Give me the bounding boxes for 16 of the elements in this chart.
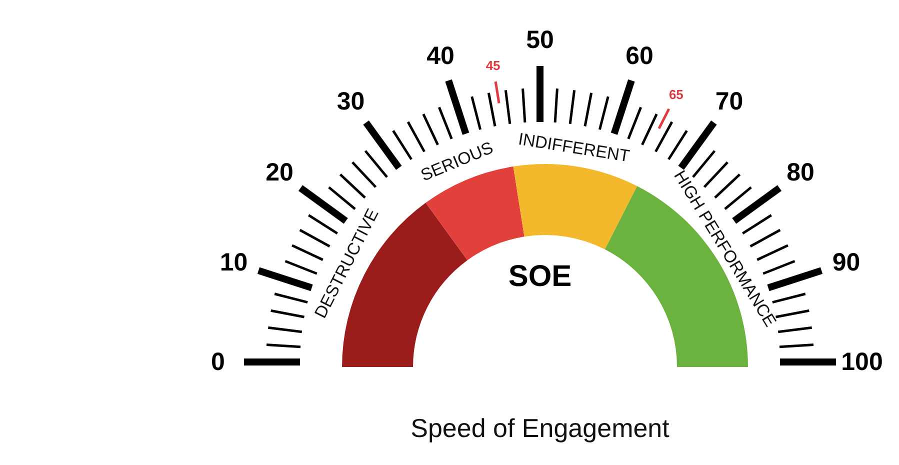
text: 60 [626, 42, 654, 70]
text: 45 [486, 58, 500, 74]
text: 30 [336, 87, 365, 116]
text: 65 [668, 87, 684, 102]
text: 90 [832, 248, 860, 276]
text: 10 [220, 248, 248, 276]
text: 100 [841, 348, 883, 376]
text: Speed of Engagement [410, 413, 670, 443]
text: 50 [526, 26, 554, 54]
slice-label: INDIFFERENT [516, 130, 631, 166]
text: 20 [266, 158, 294, 187]
text: 0 [211, 348, 225, 376]
text: SOE [508, 260, 572, 293]
text: 40 [426, 42, 454, 70]
text: 70 [715, 87, 744, 116]
text: 80 [786, 158, 814, 187]
